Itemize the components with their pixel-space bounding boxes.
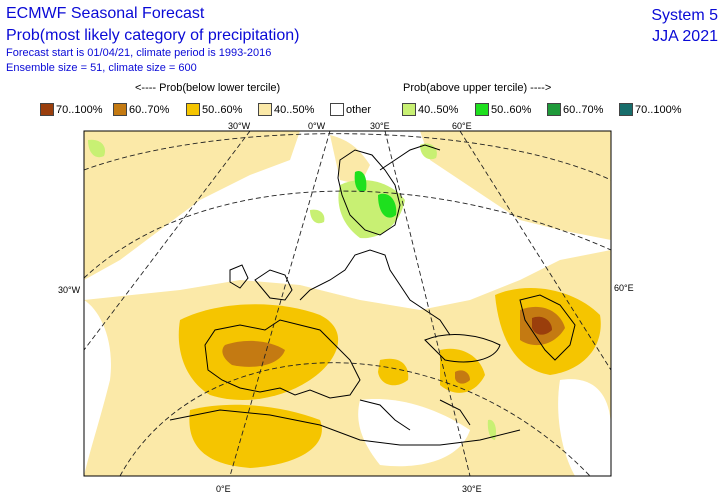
above-40-50-areas: [88, 139, 497, 440]
legend-swatch: [402, 103, 416, 116]
map-frame: [83, 130, 612, 477]
forecast-subtitle: Prob(most likely category of precipitati…: [6, 27, 300, 44]
map-field: [84, 131, 611, 476]
legend-swatch: [40, 103, 54, 116]
legend-item-below-50-60: 50..60%: [186, 102, 242, 117]
other-areas: [84, 196, 611, 476]
legend-item-above-40-50: 40..50%: [402, 102, 458, 117]
lbl-top-30e: 30°E: [370, 121, 390, 131]
lbl-bottom-30e: 30°E: [462, 484, 482, 494]
legend-item-above-70-100: 70..100%: [619, 102, 681, 117]
legend-item-below-60-70: 60..70%: [113, 102, 169, 117]
legend-swatch: [330, 103, 344, 116]
coastlines: [169, 144, 576, 446]
below-70-100-areas: [532, 316, 552, 335]
legend-swatch: [619, 103, 633, 116]
legend-item-above-50-60: 50..60%: [475, 102, 531, 117]
season-label: JJA 2021: [652, 28, 718, 45]
legend-item-below-40-50: 40..50%: [258, 102, 314, 117]
legend-swatch: [258, 103, 272, 116]
lbl-bottom-0: 0°E: [216, 484, 231, 494]
legend-below-header: <---- Prob(below lower tercile): [135, 82, 281, 94]
lbl-top-0: 0°W: [308, 121, 326, 131]
legend-swatch: [475, 103, 489, 116]
lbl-top-60e: 60°E: [452, 121, 472, 131]
legend-item-other: other: [330, 102, 371, 117]
legend-swatch: [186, 103, 200, 116]
system-info: System 5 JJA 2021: [651, 5, 718, 47]
legend-item-below-70-100: 70..100%: [40, 102, 102, 117]
lbl-top-30w: 30°W: [228, 121, 251, 131]
lbl-right-60e: 60°E: [614, 283, 634, 293]
legend-swatch: [113, 103, 127, 116]
lbl-left-30w: 30°W: [58, 285, 81, 295]
graticule: [84, 131, 611, 476]
ensemble-size-line: Ensemble size = 51, climate size = 600: [6, 62, 197, 74]
forecast-title: ECMWF Seasonal Forecast: [6, 5, 205, 22]
legend-above-header: Prob(above upper tercile) ---->: [403, 82, 552, 94]
system-label: System 5: [651, 7, 718, 24]
legend-swatch: [547, 103, 561, 116]
above-50-60-areas: [354, 170, 397, 218]
legend-item-above-60-70: 60..70%: [547, 102, 603, 117]
forecast-start-line: Forecast start is 01/04/21, climate peri…: [6, 47, 272, 59]
